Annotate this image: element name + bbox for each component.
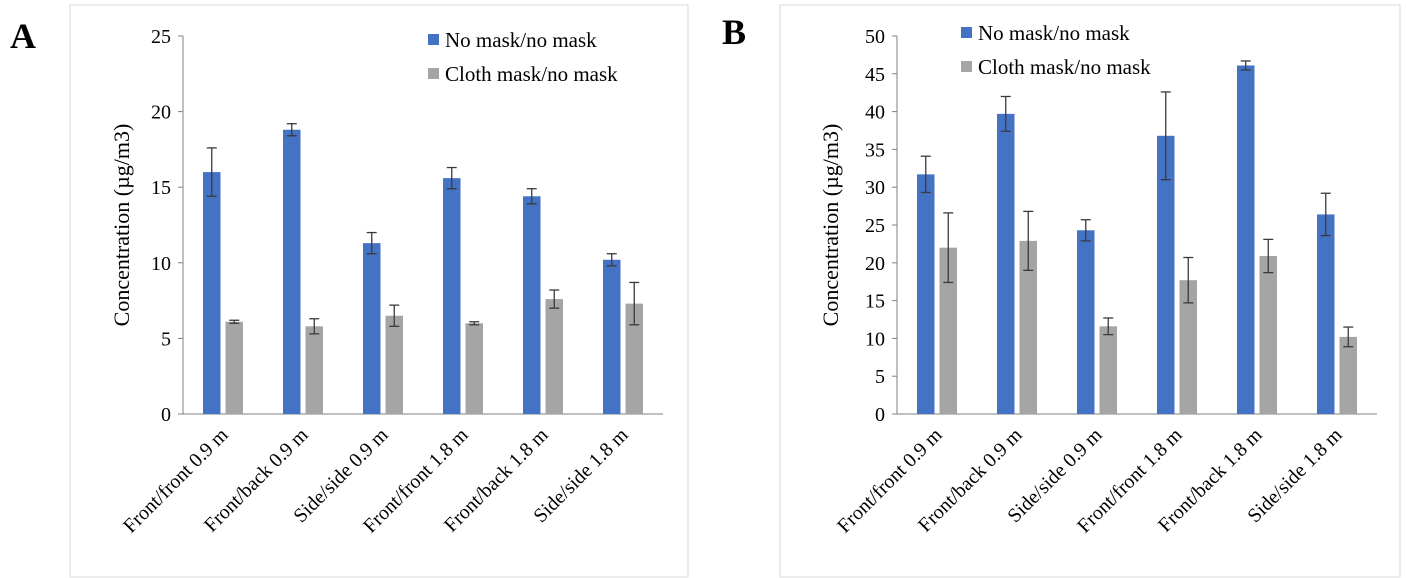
y-tick-label: 15 (865, 291, 885, 313)
bar (385, 315, 403, 414)
legend-swatch (428, 34, 439, 45)
legend-swatch (428, 68, 439, 79)
bar (1237, 65, 1255, 414)
bar (1019, 240, 1037, 414)
bar (1077, 230, 1095, 414)
y-tick-label: 45 (865, 64, 885, 86)
bar (465, 323, 483, 414)
legend-label: Cloth mask/no mask (978, 55, 1151, 79)
legend-label: Cloth mask/no mask (445, 62, 618, 86)
y-tick-label: 0 (161, 404, 171, 426)
bar (363, 243, 381, 414)
y-tick-label: 10 (151, 253, 171, 275)
bar (305, 326, 323, 414)
bar (1317, 214, 1335, 414)
y-tick-label: 25 (151, 26, 171, 48)
bar (603, 259, 621, 414)
bar (917, 174, 935, 414)
y-tick-label: 40 (865, 102, 885, 124)
y-tick-label: 5 (161, 328, 171, 350)
bar (203, 172, 221, 414)
legend-label: No mask/no mask (445, 28, 597, 52)
bar (1179, 280, 1197, 414)
bar (1259, 255, 1277, 414)
panel-label-a: A (10, 16, 36, 56)
bar (1099, 326, 1117, 414)
y-tick-label: 25 (865, 215, 885, 237)
panel-label-b: B (722, 12, 746, 52)
legend-swatch (961, 61, 972, 72)
y-tick-label: 15 (151, 177, 171, 199)
bar (545, 299, 563, 414)
y-axis-title-a: Concentration (µg/m3) (109, 124, 134, 327)
legend-swatch (961, 27, 972, 38)
chart-frame-b (779, 4, 1401, 578)
y-tick-label: 10 (865, 328, 885, 350)
legend-b: No mask/no mask Cloth mask/no mask (961, 21, 1151, 79)
y-axis-title-b: Concentration (µg/m3) (818, 124, 843, 327)
y-tick-label: 0 (875, 404, 885, 426)
chart-frame-a (69, 4, 689, 578)
y-tick-label: 35 (865, 139, 885, 161)
bar (997, 113, 1015, 415)
y-tick-label: 20 (865, 253, 885, 275)
bar (1157, 135, 1175, 415)
bar (225, 321, 243, 414)
bar (939, 247, 957, 414)
y-tick-label: 5 (875, 366, 885, 388)
y-tick-label: 30 (865, 177, 885, 199)
bar (443, 178, 461, 414)
bar (625, 303, 643, 414)
bar (1339, 336, 1357, 414)
legend-label: No mask/no mask (978, 21, 1130, 45)
legend-a: No mask/no mask Cloth mask/no mask (428, 28, 618, 86)
bar (283, 129, 301, 414)
y-tick-label: 50 (865, 26, 885, 48)
bar (523, 196, 541, 414)
y-tick-label: 20 (151, 102, 171, 124)
